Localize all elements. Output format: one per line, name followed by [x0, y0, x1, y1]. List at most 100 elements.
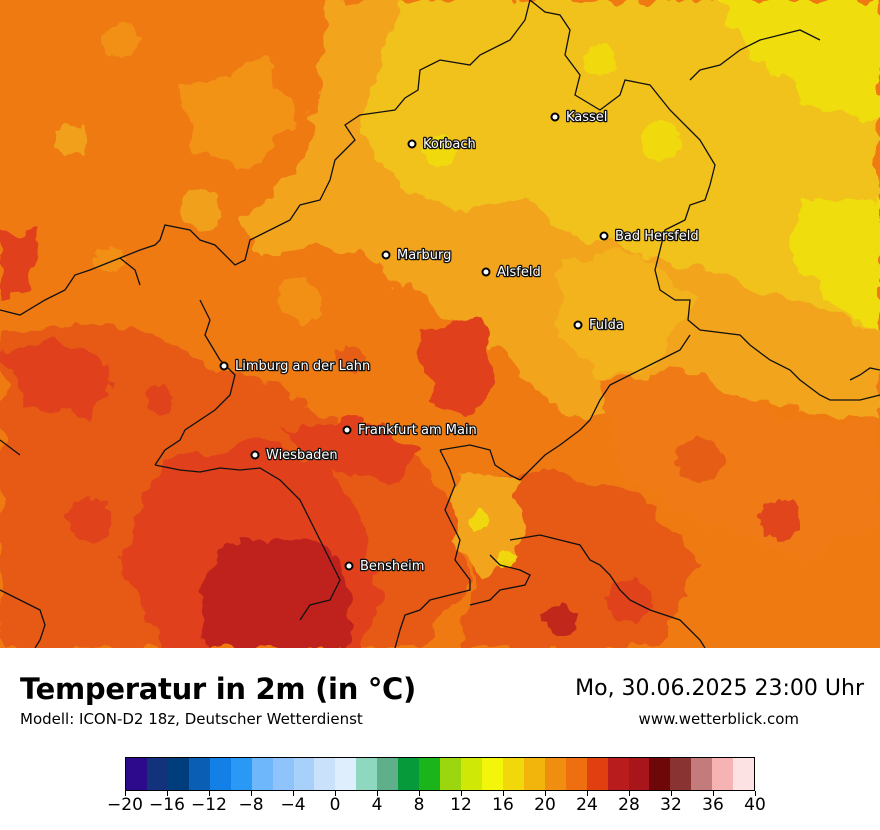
- map-canvas: Kassel Korbach Bad Hersfeld Marburg Alsfeld F…: [0, 0, 880, 648]
- colorbar-tick: [166, 791, 168, 796]
- colorbar-tick-label: 20: [534, 795, 556, 815]
- city-wiesbaden: Wiesbaden: [250, 447, 339, 464]
- city-alsfeld: Alsfeld: [481, 264, 542, 281]
- city-kassel: Kassel: [550, 109, 609, 126]
- city-marburg: Marburg: [381, 247, 453, 264]
- colorbar-tick-label: 12: [450, 795, 472, 815]
- colorbar-tick-label: 40: [744, 795, 766, 815]
- colorbar-tick-label: 8: [413, 795, 425, 815]
- city-korbach: Korbach: [407, 136, 477, 153]
- colorbar-segment: [146, 758, 168, 790]
- colorbar-segment: [419, 758, 441, 790]
- colorbar-tick: [544, 791, 546, 796]
- city-label: Bensheim: [360, 559, 424, 574]
- city-marker-icon: [219, 361, 229, 371]
- colorbar-segment: [565, 758, 587, 790]
- city-frankfurt-am-main: Frankfurt am Main: [342, 422, 478, 439]
- footer: Temperatur in 2m (in °C) Modell: ICON-D2…: [0, 648, 880, 830]
- colorbar-tick: [670, 791, 672, 796]
- colorbar-tick-label: 0: [329, 795, 341, 815]
- colorbar-tick: [712, 791, 714, 796]
- city-label: Wiesbaden: [266, 448, 338, 463]
- colorbar-segment: [314, 758, 336, 790]
- colorbar-segment: [733, 758, 755, 790]
- colorbar-tick-label: 32: [660, 795, 682, 815]
- colorbar-segment: [251, 758, 273, 790]
- city-marker-icon: [342, 425, 352, 435]
- colorbar-tick: [376, 791, 378, 796]
- colorbar-segment: [356, 758, 378, 790]
- colorbar-tick-label: −4: [280, 795, 306, 815]
- colorbar-tick: [628, 791, 630, 796]
- city-label: Korbach: [423, 137, 476, 152]
- city-marker-icon: [381, 250, 391, 260]
- city-label: Alsfeld: [497, 265, 541, 280]
- colorbar-tick-label: 4: [371, 795, 383, 815]
- city-marker-icon: [344, 561, 354, 571]
- colorbar-segment: [544, 758, 566, 790]
- colorbar-ticks: −20 −16 −12 −8 −4 0 4 8 12 16 20 24 28 32 36 40: [107, 791, 766, 821]
- colorbar-tick-label: 24: [576, 795, 598, 815]
- colorbar-tick: [334, 791, 336, 796]
- colorbar-segment: [481, 758, 503, 790]
- state-borders: [0, 0, 880, 648]
- colorbar-segment: [502, 758, 524, 790]
- city-label: Marburg: [397, 248, 451, 263]
- colorbar-segment: [712, 758, 734, 790]
- city-marker-icon: [250, 450, 260, 460]
- colorbar-tick-label: 16: [492, 795, 514, 815]
- colorbar-segment: [461, 758, 482, 790]
- colorbar-segment: [230, 758, 252, 790]
- colorbar-tick: [292, 791, 294, 796]
- colorbar-tick: [124, 791, 126, 796]
- colorbar-segment: [607, 758, 629, 790]
- colorbar-tick-label: −20: [107, 795, 143, 815]
- temperature-colorbar: [125, 757, 755, 791]
- city-bad-hersfeld: Bad Hersfeld: [599, 228, 700, 245]
- city-marker-icon: [573, 320, 583, 330]
- city-marker-icon: [599, 231, 609, 241]
- city-bensheim: Bensheim: [344, 558, 426, 575]
- model-info: Modell: ICON-D2 18z, Deutscher Wetterdie…: [20, 710, 363, 728]
- colorbar-segment: [167, 758, 189, 790]
- colorbar-tick: [250, 791, 252, 796]
- city-label: Fulda: [589, 318, 624, 333]
- city-label: Limburg an der Lahn: [235, 359, 370, 374]
- colorbar-segment: [126, 758, 147, 790]
- colorbar-tick-label: −8: [238, 795, 264, 815]
- website-link[interactable]: www.wetterblick.com: [638, 710, 799, 728]
- colorbar-tick: [586, 791, 588, 796]
- colorbar-tick-label: 28: [618, 795, 640, 815]
- colorbar-segment: [586, 758, 608, 790]
- colorbar-tick: [460, 791, 462, 796]
- city-label: Kassel: [566, 110, 607, 125]
- city-marker-icon: [481, 267, 491, 277]
- colorbar-segment: [691, 758, 713, 790]
- colorbar-segment: [398, 758, 420, 790]
- colorbar-tick: [418, 791, 420, 796]
- city-fulda: Fulda: [573, 317, 625, 334]
- colorbar-tick: [502, 791, 504, 796]
- colorbar-segment: [335, 758, 357, 790]
- city-marker-icon: [550, 112, 560, 122]
- temp-field-speckle: [22, 22, 800, 636]
- colorbar-segment: [440, 758, 461, 790]
- city-label: Bad Hersfeld: [615, 229, 699, 244]
- colorbar-segment: [670, 758, 692, 790]
- colorbar-segment: [377, 758, 399, 790]
- colorbar-tick: [208, 791, 210, 796]
- colorbar-tick-label: 36: [702, 795, 724, 815]
- colorbar-segment: [649, 758, 671, 790]
- city-marker-icon: [407, 139, 417, 149]
- city-limburg-an-der-lahn: Limburg an der Lahn: [219, 358, 372, 375]
- colorbar-tick-label: −12: [191, 795, 227, 815]
- colorbar-segment: [293, 758, 315, 790]
- colorbar-segment: [272, 758, 294, 790]
- temperature-map: Kassel Korbach Bad Hersfeld Marburg Alsfeld F…: [0, 0, 880, 648]
- city-label: Frankfurt am Main: [358, 423, 477, 438]
- colorbar-segment: [523, 758, 545, 790]
- map-title: Temperatur in 2m (in °C): [20, 672, 416, 706]
- colorbar-segment: [209, 758, 231, 790]
- colorbar-segment: [188, 758, 210, 790]
- city-markers: Kassel Korbach Bad Hersfeld Marburg Alsfeld F…: [219, 109, 700, 575]
